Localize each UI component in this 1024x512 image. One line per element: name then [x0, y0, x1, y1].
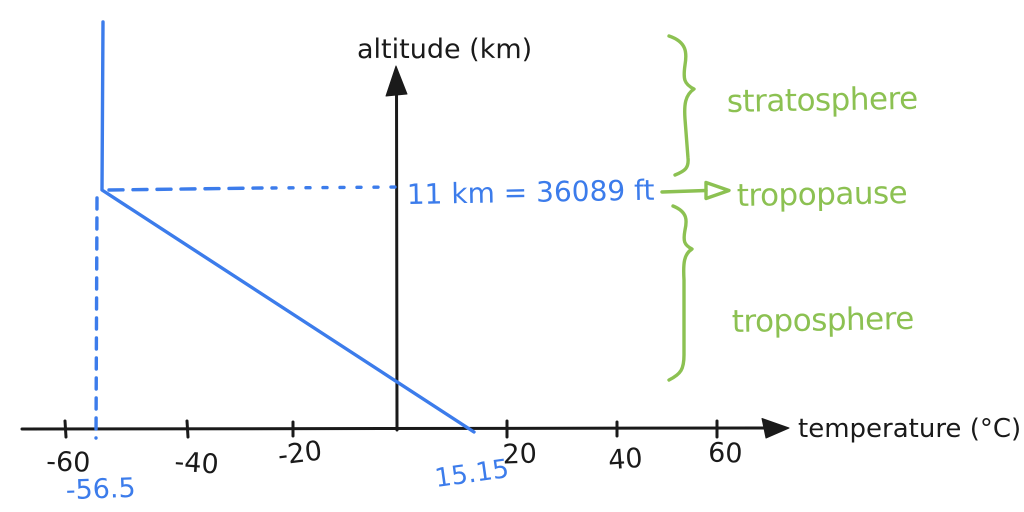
y-axis: [385, 65, 408, 432]
tropopause-temperature-label: -56.5: [65, 473, 136, 506]
tropopause-arrow-shaft: [660, 188, 708, 194]
x-tick-label-pos40: 40: [607, 443, 643, 476]
x-tick-neg40: [185, 419, 190, 439]
tropopause-temperature-guide-dashed: [94, 196, 99, 440]
altitude-guide-dash-left: [107, 186, 264, 192]
tropopause-arrow-icon: [660, 180, 731, 201]
x-axis: [20, 418, 790, 439]
x-axis-line: [20, 426, 774, 431]
tropopause-label: tropopause: [737, 175, 908, 214]
stratosphere-label: stratosphere: [727, 81, 918, 120]
x-axis-ticks: [63, 419, 719, 439]
troposphere-label: troposphere: [732, 301, 915, 340]
temperature-profile-line: [100, 20, 476, 434]
x-tick-label-neg60: -60: [46, 446, 91, 479]
y-axis-arrowhead-icon: [385, 65, 408, 97]
y-axis-label: altitude (km): [357, 34, 532, 65]
tropopause-arrowhead: [704, 180, 731, 201]
tropopause-altitude-annotation: 11 km = 36089 ft: [407, 174, 655, 211]
y-axis-line: [395, 76, 399, 432]
stratosphere-brace-icon: [667, 34, 696, 177]
x-tick-label-pos60: 60: [708, 437, 743, 469]
x-tick-neg60: [63, 419, 68, 439]
x-axis-label: temperature (°C): [798, 414, 1021, 444]
tropopause-altitude-guide-dashed: [107, 185, 399, 192]
x-axis-arrowhead-icon: [761, 418, 790, 439]
x-tick-label-neg20: -20: [276, 435, 324, 471]
x-tick-label-neg40: -40: [174, 447, 220, 481]
x-tick-label-pos20: 20: [502, 438, 537, 470]
x-axis-tick-labels: -60 -40 -20 20 40 60: [46, 435, 743, 480]
troposphere-brace-icon: [667, 204, 694, 382]
altitude-guide-dash-right: [270, 185, 399, 190]
surface-temperature-label: 15.15: [433, 454, 511, 494]
